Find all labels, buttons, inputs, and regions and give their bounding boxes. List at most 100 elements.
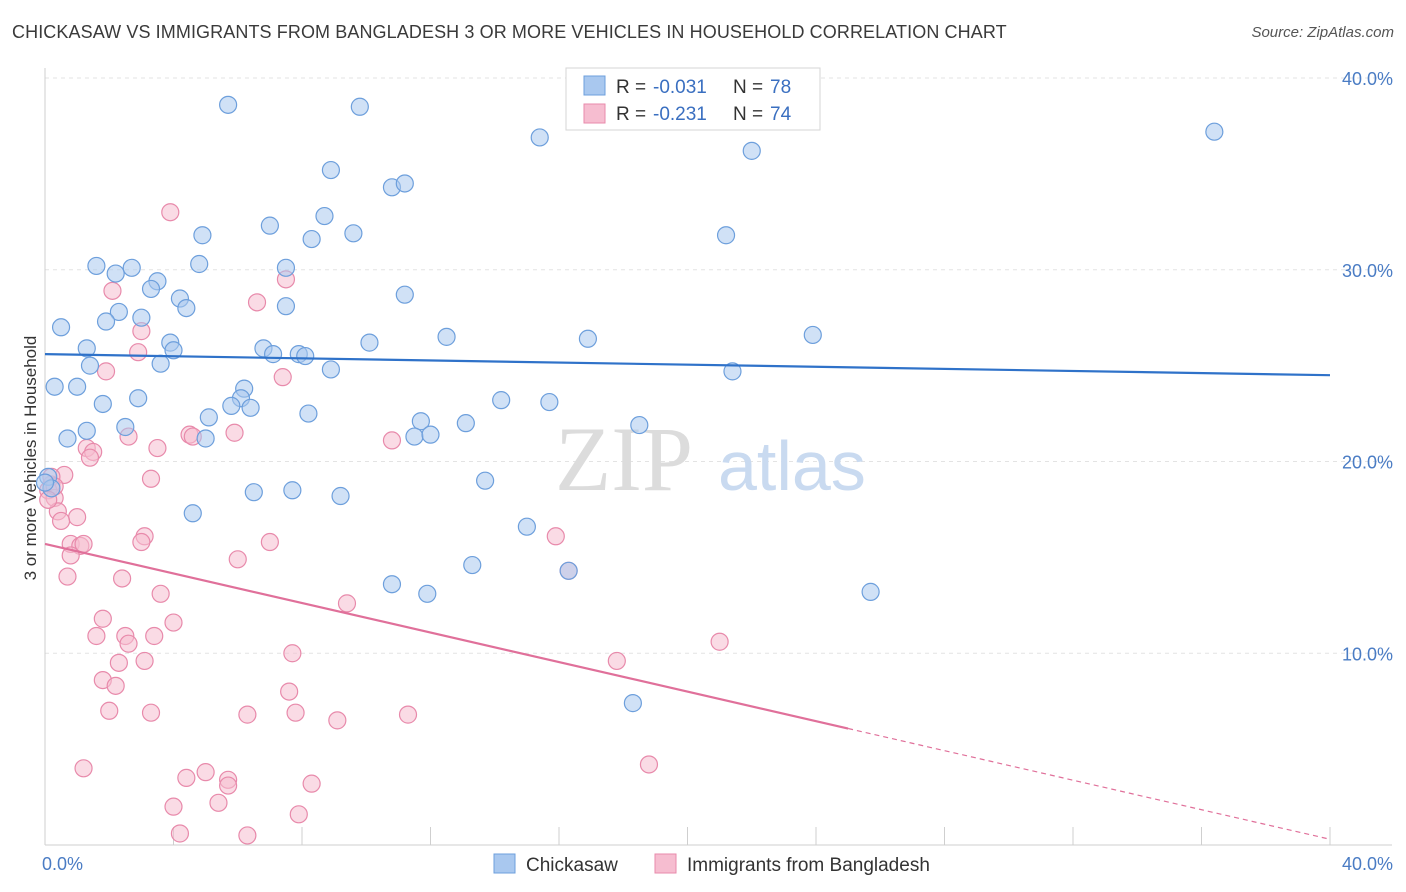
point-bangladesh-23 [68,508,87,527]
point-chickasaw-77 [559,561,578,580]
point-bangladesh-15 [80,448,100,467]
point-bangladesh-61 [196,763,215,782]
point-chickasaw-16 [122,258,141,277]
legend-r-label-2: R = [616,104,646,125]
point-chickasaw-11 [193,226,212,245]
point-bangladesh-26 [132,532,151,552]
point-chickasaw-74 [418,584,437,603]
point-chickasaw-54 [199,408,218,427]
legend-n-value-1: 78 [770,77,791,98]
point-bangladesh-11 [225,423,244,442]
legend-n-label-1: N = [733,77,763,98]
legend-r-value-1: -0.031 [653,77,707,98]
point-chickasaw-63 [421,425,440,444]
point-bangladesh-46 [710,632,729,651]
point-chickasaw-22 [177,299,196,318]
point-chickasaw-76 [463,555,482,575]
point-bangladesh-47 [109,653,128,672]
point-chickasaw-68 [283,481,302,500]
point-bangladesh-5 [129,343,148,362]
point-bangladesh-60 [177,768,196,787]
point-chickasaw-45 [68,377,87,396]
y-tick-label-1: 20.0% [1342,453,1393,473]
point-bangladesh-59 [74,759,93,778]
point-chickasaw-43 [723,362,742,381]
legend-swatch-bangladesh [583,103,606,124]
point-chickasaw-7 [321,160,341,180]
point-bangladesh-2 [247,293,267,312]
point-chickasaw-79 [623,694,642,713]
bottom-legend-swatch-chickasaw [493,853,516,874]
point-chickasaw-53 [540,392,559,412]
point-chickasaw-23 [276,297,296,316]
y-tick-label-3: 40.0% [1342,69,1393,89]
point-bangladesh-3 [103,281,122,300]
point-chickasaw-47 [93,394,112,414]
point-chickasaw-71 [476,471,495,490]
point-bangladesh-58 [398,705,418,724]
point-bangladesh-56 [286,703,305,722]
point-chickasaw-70 [331,486,350,506]
bottom-legend-label-bangladesh: Immigrants from Bangladesh [687,855,930,876]
point-chickasaw-33 [803,325,822,345]
source-credit: Source: ZipAtlas.com [1251,24,1394,41]
point-chickasaw-69 [244,483,263,502]
point-chickasaw-40 [80,356,100,375]
watermark-zip: ZIP [555,408,693,510]
point-bangladesh-67 [209,793,228,812]
point-bangladesh-55 [238,705,257,724]
point-chickasaw-27 [132,308,151,327]
point-chickasaw-31 [437,327,456,346]
point-bangladesh-45 [283,644,302,663]
point-chickasaw-60 [58,429,77,448]
point-chickasaw-1 [350,97,369,116]
y-tick-label-2: 30.0% [1342,261,1393,281]
series-immigrants-from-bangladesh [39,203,729,845]
point-bangladesh-69 [170,824,190,843]
point-bangladesh-44 [119,634,138,653]
point-chickasaw-50 [222,396,241,415]
point-bangladesh-7 [273,368,292,387]
point-chickasaw-15 [106,264,125,283]
legend-r-label-1: R = [616,77,646,98]
bottom-legend-label-chickasaw: Chickasaw [526,855,618,876]
bottom-legend-swatch-bangladesh [654,853,677,874]
point-chickasaw-64 [630,415,649,435]
point-bangladesh-51 [106,676,125,695]
point-bangladesh-0 [161,203,180,222]
point-bangladesh-12 [382,431,402,450]
x-tick-label-1: 40.0% [1342,854,1393,874]
point-chickasaw-9 [344,224,363,243]
point-chickasaw-3 [742,141,761,160]
point-chickasaw-36 [164,341,183,360]
point-chickasaw-41 [151,354,170,373]
point-chickasaw-75 [382,575,402,594]
point-bangladesh-54 [141,703,161,722]
point-chickasaw-18 [190,254,209,274]
point-bangladesh-65 [639,755,659,774]
point-chickasaw-30 [360,333,379,352]
point-chickasaw-8 [315,206,334,226]
point-bangladesh-27 [260,532,279,552]
point-chickasaw-32 [578,329,598,348]
point-bangladesh-6 [96,362,116,381]
point-bangladesh-33 [228,550,247,569]
point-chickasaw-56 [411,412,430,431]
legend-n-label-2: N = [733,104,763,125]
point-bangladesh-38 [337,594,357,613]
point-bangladesh-39 [93,609,112,628]
axes [44,68,1392,846]
point-chickasaw-13 [716,226,736,245]
point-chickasaw-59 [116,417,135,437]
point-chickasaw-51 [241,398,260,417]
point-bangladesh-28 [546,527,565,546]
point-bangladesh-40 [164,613,183,632]
point-bangladesh-53 [100,701,119,720]
point-chickasaw-10 [260,216,279,235]
x-tick-label-0: 0.0% [42,854,83,874]
point-chickasaw-57 [456,414,475,433]
trend-line-chickasaw [44,353,1331,377]
point-chickasaw-61 [196,429,215,448]
point-bangladesh-18 [141,469,161,488]
